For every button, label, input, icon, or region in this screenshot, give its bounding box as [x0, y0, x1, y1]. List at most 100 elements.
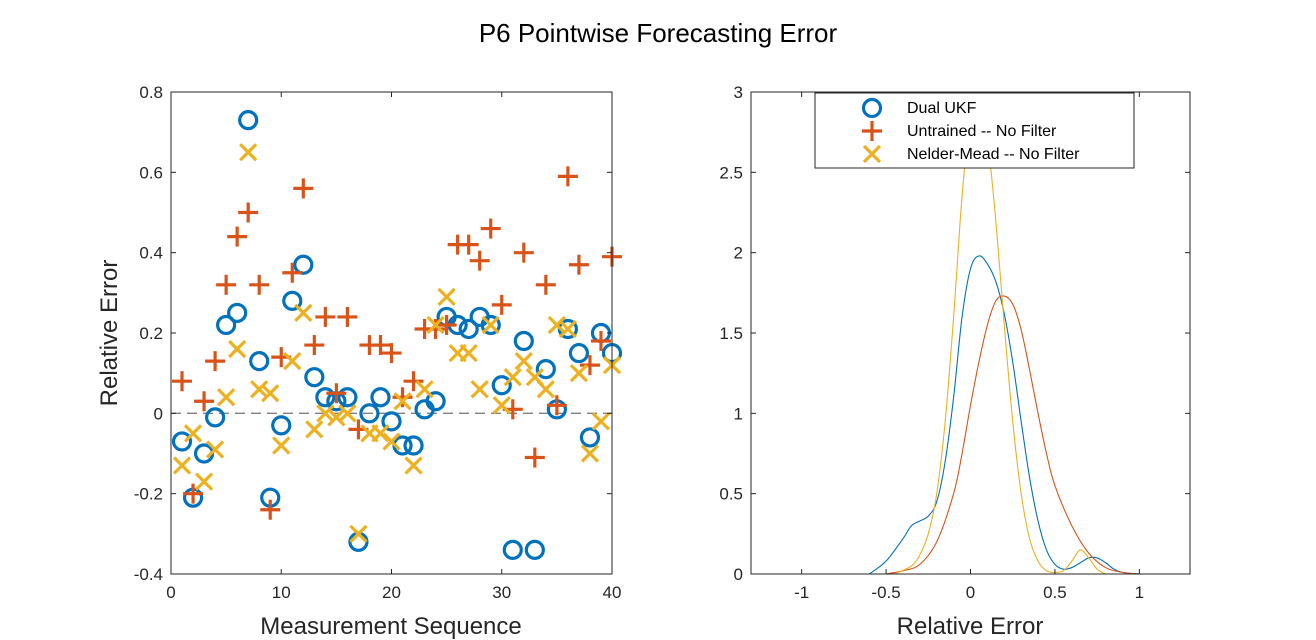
x-tick-label: 30 — [492, 583, 511, 602]
point-untrained-no-filter — [403, 371, 424, 392]
point-nelder-mead-no-filter — [327, 408, 346, 427]
legend-entry-untrained: Untrained -- No Filter — [907, 123, 1057, 140]
point-dual-ukf — [359, 403, 380, 424]
y-tick-label: 2.5 — [719, 163, 743, 182]
point-untrained-no-filter — [546, 395, 567, 416]
point-untrained-no-filter — [491, 294, 512, 315]
point-nelder-mead-no-filter — [492, 396, 511, 415]
y-tick-label: 1.5 — [719, 324, 743, 343]
chart-title: P6 Pointwise Forecasting Error — [479, 18, 838, 48]
y-tick-label: 0 — [734, 565, 743, 584]
point-untrained-no-filter — [579, 355, 600, 376]
point-untrained-no-filter — [282, 262, 303, 283]
scatter-axes-box — [170, 91, 613, 575]
point-dual-ukf — [370, 387, 391, 408]
point-nelder-mead-no-filter — [536, 380, 555, 399]
point-dual-ukf — [271, 415, 292, 436]
point-nelder-mead-no-filter — [371, 424, 390, 443]
x-tick-label: 0 — [166, 583, 175, 602]
point-untrained-no-filter — [381, 343, 402, 364]
legend-marker-untrained-no-filter — [862, 121, 882, 141]
point-untrained-no-filter — [183, 483, 204, 504]
point-dual-ukf — [568, 342, 590, 364]
scatter-panel: 0 10 20 30 40 -0.4 -0.2 0 0.2 0.4 0.6 0.8 Measureme… — [96, 83, 623, 640]
point-untrained-no-filter — [513, 242, 534, 263]
point-nelder-mead-no-filter — [305, 420, 324, 439]
point-untrained-no-filter — [458, 234, 479, 255]
density-panel: -1 -0.5 0 0.5 100.511.522.53 Relative Error … — [719, 83, 1191, 640]
point-untrained-no-filter — [392, 387, 413, 408]
point-untrained-no-filter — [370, 335, 391, 356]
y-tick-label: -0.4 — [134, 565, 163, 584]
x-tick-label: 10 — [272, 583, 291, 602]
point-untrained-no-filter — [315, 306, 336, 327]
point-dual-ukf — [293, 254, 314, 275]
point-nelder-mead-no-filter — [415, 380, 434, 399]
point-nelder-mead-no-filter — [459, 343, 478, 363]
point-nelder-mead-no-filter — [205, 440, 225, 459]
point-untrained-no-filter — [249, 274, 270, 295]
point-dual-ukf — [403, 435, 424, 456]
x-tick-label: 1 — [1135, 583, 1144, 602]
point-untrained-no-filter — [260, 499, 281, 520]
point-dual-ukf — [381, 411, 402, 432]
point-nelder-mead-no-filter — [261, 384, 280, 403]
point-nelder-mead-no-filter — [316, 404, 335, 423]
y-tick-label: 0.8 — [139, 83, 163, 102]
point-nelder-mead-no-filter — [172, 456, 192, 475]
point-dual-ukf — [171, 431, 193, 452]
density-curve-nelder-mead-no-filter — [894, 98, 1106, 574]
y-tick-label: 0.4 — [139, 244, 163, 263]
density-curve-dual-ukf — [868, 255, 1140, 574]
point-dual-ukf — [315, 387, 336, 408]
point-nelder-mead-no-filter — [437, 287, 456, 306]
legend-entry-nelder-mead: Nelder-Mead -- No Filter — [907, 146, 1080, 163]
scatter-ticks: 0 10 20 30 40 -0.4 -0.2 0 0.2 0.4 0.6 0.8 — [134, 83, 622, 602]
point-nelder-mead-no-filter — [382, 432, 401, 451]
point-untrained-no-filter — [469, 250, 490, 271]
point-dual-ukf — [282, 290, 303, 311]
point-untrained-no-filter — [326, 383, 347, 404]
point-nelder-mead-no-filter — [194, 472, 214, 491]
point-nelder-mead-no-filter — [250, 380, 269, 399]
legend-marker-nelder-mead-no-filter — [862, 144, 882, 164]
legend-markers — [861, 97, 883, 164]
point-nelder-mead-no-filter — [183, 424, 203, 443]
point-untrained-no-filter — [425, 318, 446, 339]
point-nelder-mead-no-filter — [503, 368, 522, 387]
density-ticks: -1 -0.5 0 0.5 1 0 0.5 1 1.5 2 2.5 3 — [719, 83, 1190, 602]
density-curve-untrained-no-filter — [885, 295, 1140, 574]
point-untrained-no-filter — [304, 335, 325, 356]
point-nelder-mead-no-filter — [349, 524, 368, 543]
point-untrained-no-filter — [436, 314, 457, 335]
x-tick-label: -0.5 — [871, 583, 900, 602]
x-tick-label: 0.5 — [1043, 583, 1067, 602]
point-dual-ukf — [227, 302, 248, 324]
point-nelder-mead-no-filter — [272, 436, 291, 455]
x-tick-label: 0 — [966, 583, 975, 602]
point-nelder-mead-no-filter — [547, 315, 567, 335]
point-nelder-mead-no-filter — [580, 444, 600, 463]
point-dual-ukf — [480, 314, 501, 336]
y-tick-label: 1 — [734, 404, 743, 423]
point-nelder-mead-no-filter — [591, 412, 611, 431]
density-curves — [868, 98, 1140, 574]
point-dual-ukf — [238, 110, 259, 131]
point-dual-ukf — [205, 407, 226, 428]
point-nelder-mead-no-filter — [569, 364, 589, 383]
point-untrained-no-filter — [293, 178, 314, 199]
point-untrained-no-filter — [238, 202, 259, 223]
y-tick-label: 3 — [734, 83, 743, 102]
point-nelder-mead-no-filter — [514, 351, 533, 371]
point-untrained-no-filter — [480, 218, 501, 239]
point-untrained-no-filter — [227, 226, 248, 247]
x-tick-label: 40 — [603, 583, 622, 602]
point-nelder-mead-no-filter — [216, 388, 236, 407]
point-nelder-mead-no-filter — [470, 380, 489, 399]
point-nelder-mead-no-filter — [228, 339, 247, 359]
y-tick-label: 2 — [734, 244, 743, 263]
point-nelder-mead-no-filter — [558, 319, 578, 339]
point-dual-ukf — [216, 314, 237, 336]
point-untrained-no-filter — [216, 274, 237, 295]
